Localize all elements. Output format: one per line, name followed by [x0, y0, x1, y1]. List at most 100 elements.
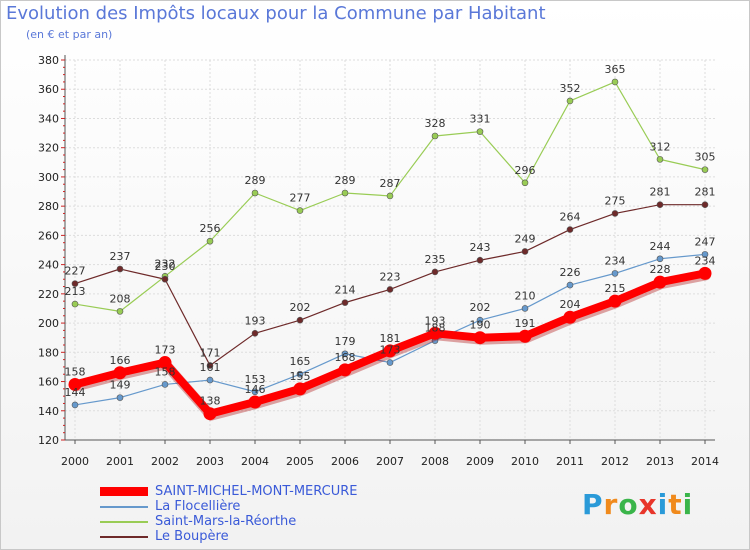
- data-point: [161, 381, 169, 388]
- data-point: [521, 248, 529, 255]
- data-point: [158, 356, 172, 370]
- data-label: 161: [200, 361, 221, 374]
- data-label: 166: [110, 354, 131, 367]
- data-label: 146: [245, 383, 266, 396]
- data-label: 168: [335, 351, 356, 364]
- x-tick-label: 2003: [196, 455, 224, 468]
- data-label: 365: [605, 63, 626, 76]
- data-point: [386, 192, 394, 200]
- y-tick-label: 220: [38, 288, 59, 301]
- data-point: [566, 97, 574, 105]
- data-point: [608, 294, 622, 308]
- data-point: [698, 266, 712, 280]
- y-tick-label: 260: [38, 229, 59, 242]
- data-point: [428, 326, 442, 340]
- data-label: 138: [200, 395, 221, 408]
- y-tick-label: 380: [38, 54, 59, 67]
- x-tick-label: 2007: [376, 455, 404, 468]
- data-label: 190: [470, 319, 491, 332]
- data-point: [341, 189, 349, 197]
- data-point: [68, 377, 82, 391]
- data-point: [701, 201, 709, 208]
- data-point: [611, 210, 619, 217]
- data-label: 165: [290, 355, 311, 368]
- data-point: [611, 270, 619, 277]
- legend-label: La Flocellière: [155, 499, 241, 514]
- data-point: [116, 394, 124, 401]
- data-label: 153: [245, 373, 266, 386]
- data-label: 193: [425, 314, 446, 327]
- data-point: [566, 281, 574, 289]
- x-tick-label: 2005: [286, 455, 314, 468]
- y-tick-label: 280: [38, 200, 59, 213]
- x-tick-label: 2011: [556, 455, 584, 468]
- x-tick-label: 2012: [601, 455, 629, 468]
- data-point: [653, 275, 667, 289]
- data-label: 215: [605, 282, 626, 295]
- data-label: 228: [650, 263, 671, 276]
- data-point: [431, 268, 439, 276]
- data-label: 173: [380, 344, 401, 357]
- data-point: [383, 344, 397, 358]
- logo-letter: x: [638, 488, 658, 521]
- data-point: [296, 316, 304, 324]
- y-tick-label: 360: [38, 83, 59, 96]
- x-tick-label: 2006: [331, 455, 359, 468]
- y-tick-label: 120: [38, 434, 59, 447]
- data-point: [248, 395, 262, 409]
- logo-letter: i: [682, 488, 694, 521]
- data-label: 214: [335, 284, 356, 297]
- data-point: [251, 388, 259, 396]
- x-tick-label: 2008: [421, 455, 449, 468]
- data-point: [521, 305, 529, 312]
- data-label: 230: [155, 260, 176, 273]
- data-label: 312: [650, 140, 671, 153]
- data-point: [161, 275, 169, 283]
- data-label: 213: [65, 285, 86, 298]
- data-point: [656, 255, 664, 263]
- data-point: [341, 350, 349, 358]
- x-tick-label: 2010: [511, 455, 539, 468]
- data-point: [386, 286, 394, 293]
- data-point: [701, 166, 709, 173]
- data-label: 296: [515, 164, 536, 177]
- data-point: [476, 256, 484, 264]
- x-tick-label: 2004: [241, 455, 269, 468]
- data-point: [656, 156, 664, 163]
- data-label: 264: [560, 211, 581, 224]
- data-point: [206, 237, 214, 245]
- logo-letter: i: [657, 488, 669, 521]
- data-label: 234: [605, 254, 626, 267]
- data-point: [386, 359, 394, 366]
- data-label: 158: [65, 365, 86, 378]
- data-label: 181: [380, 332, 401, 345]
- data-label: 171: [200, 346, 221, 359]
- data-label: 210: [515, 289, 536, 302]
- data-label: 208: [110, 292, 131, 305]
- data-point: [566, 226, 574, 233]
- data-label: 247: [695, 235, 716, 248]
- data-label: 223: [380, 270, 401, 283]
- data-point: [296, 207, 304, 214]
- x-tick-label: 2009: [466, 455, 494, 468]
- data-point: [71, 401, 79, 409]
- data-label: 249: [515, 232, 536, 245]
- chart-title: Evolution des Impôts locaux pour la Comm…: [6, 3, 546, 24]
- data-point: [203, 407, 217, 421]
- data-label: 277: [290, 192, 311, 205]
- data-label: 188: [425, 322, 446, 335]
- legend-swatch: [100, 536, 148, 538]
- data-point: [251, 330, 259, 337]
- data-label: 202: [290, 301, 311, 314]
- x-tick-label: 2014: [691, 455, 719, 468]
- data-label: 227: [65, 265, 86, 278]
- data-label: 173: [155, 344, 176, 357]
- y-tick-label: 240: [38, 259, 59, 272]
- data-label: 191: [515, 317, 536, 330]
- data-label: 179: [335, 335, 356, 348]
- y-tick-label: 300: [38, 171, 59, 184]
- proxiti-logo: Proxiti: [582, 488, 693, 521]
- data-point: [116, 265, 124, 273]
